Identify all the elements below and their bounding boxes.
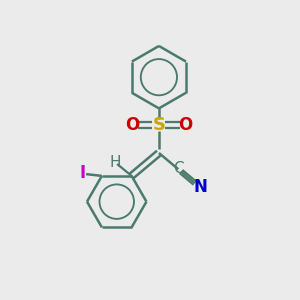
Text: O: O xyxy=(125,116,139,134)
Text: N: N xyxy=(193,178,207,196)
Text: I: I xyxy=(80,164,85,182)
Text: S: S xyxy=(152,116,165,134)
Text: C: C xyxy=(174,161,184,176)
Text: O: O xyxy=(178,116,193,134)
Text: H: H xyxy=(110,155,122,170)
